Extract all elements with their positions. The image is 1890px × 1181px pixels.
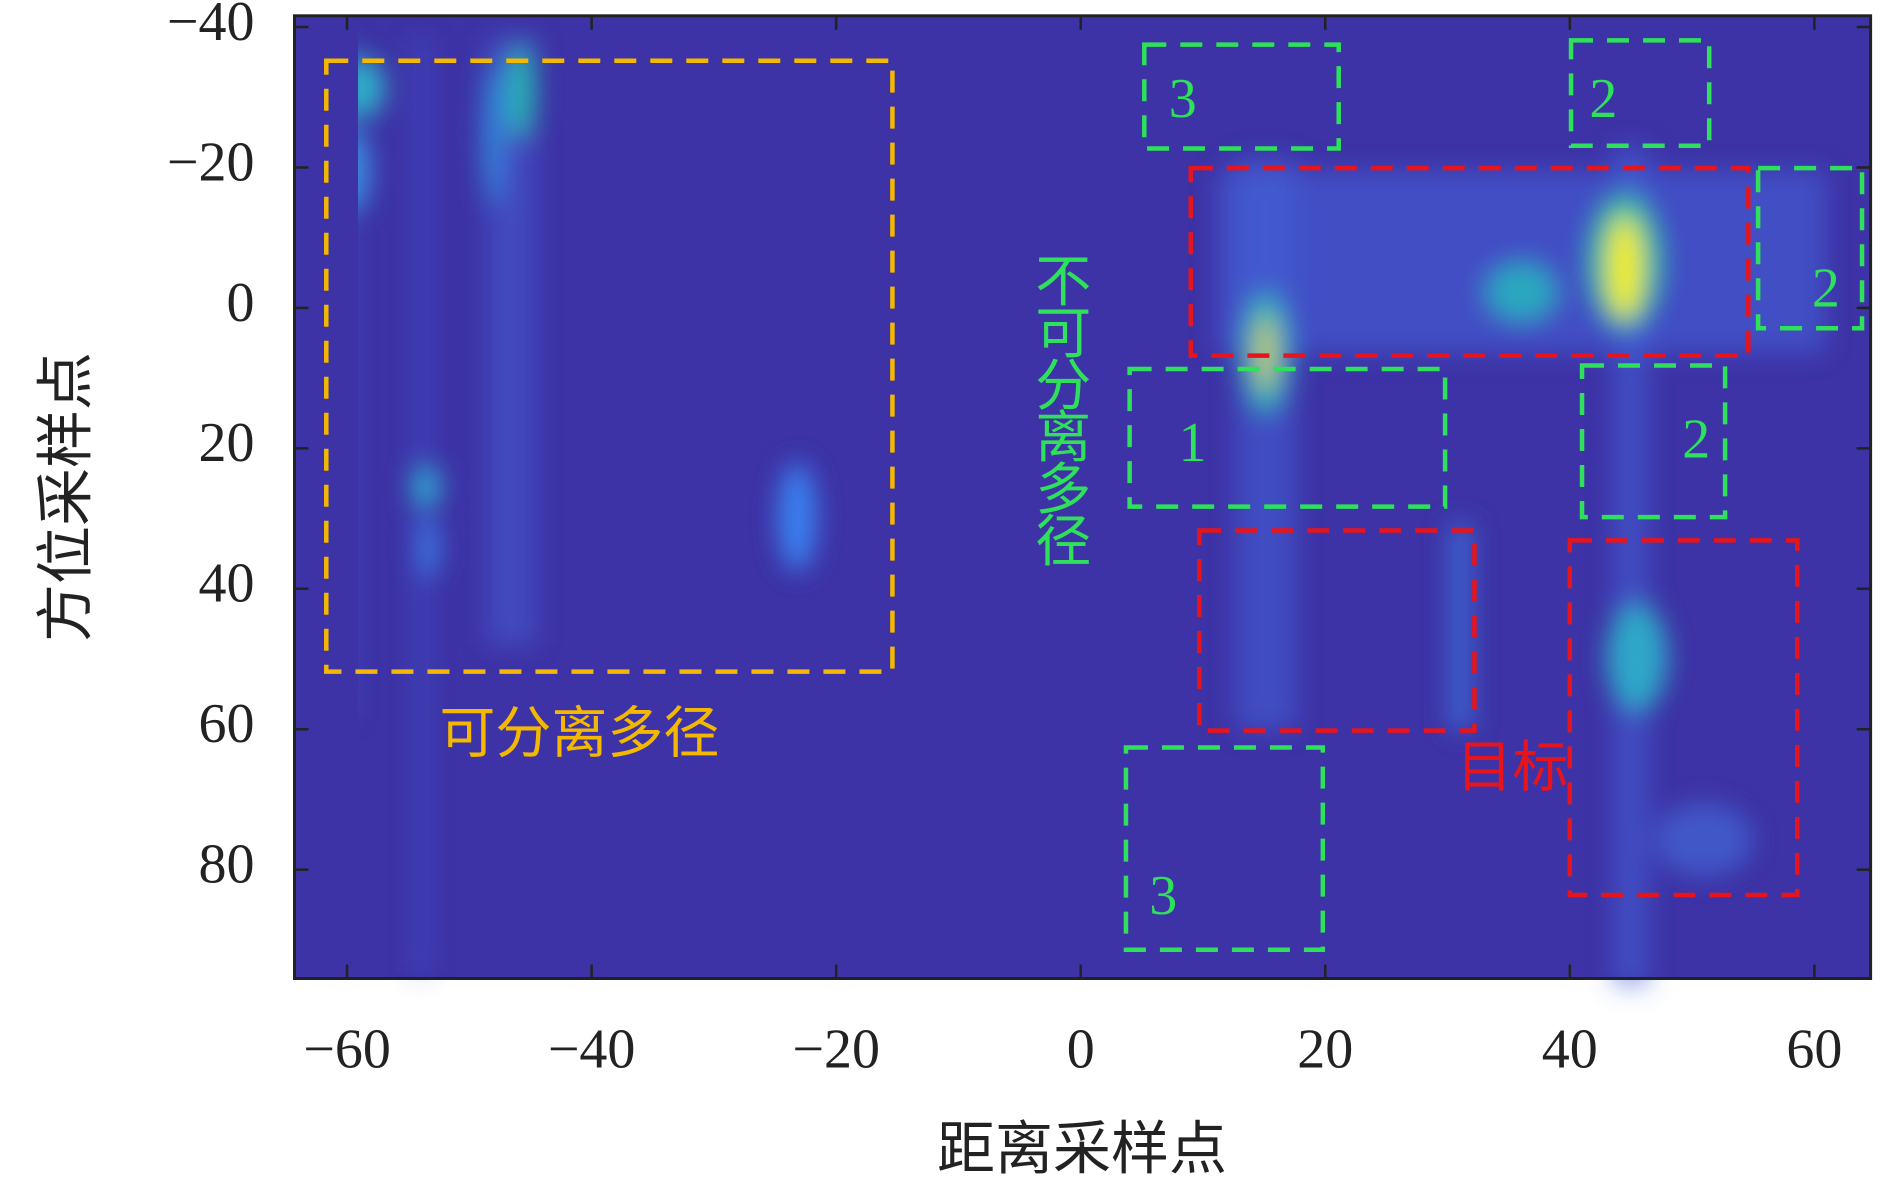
annotation-box: [1755, 165, 1865, 331]
y-tick-label: 0: [227, 272, 255, 334]
annotation-box: [1579, 363, 1728, 520]
annotation-label: 不可分离多径: [1027, 252, 1089, 566]
x-tick-label: 0: [1067, 1018, 1095, 1080]
annotation-label: 1: [1179, 412, 1207, 474]
annotation-label: 目标: [1456, 737, 1568, 799]
x-tick-label: −20: [792, 1018, 880, 1080]
annotation-label: 3: [1149, 865, 1177, 927]
annotation-label: 可分离多径: [439, 704, 719, 766]
y-tick-label: 80: [199, 834, 255, 896]
annotation-box: [1188, 165, 1751, 358]
heatmap-texture: [358, 36, 1826, 986]
x-tick-label: 20: [1297, 1018, 1353, 1080]
y-tick-label: 40: [199, 553, 255, 615]
y-tick-label: 20: [199, 412, 255, 474]
annotation-box: [1142, 42, 1341, 151]
annotation-label: 3: [1169, 68, 1197, 130]
annotation-box: [1567, 538, 1800, 898]
x-tick-label: 40: [1542, 1018, 1598, 1080]
y-tick-label: −20: [167, 131, 255, 193]
plot-frame: [293, 14, 1873, 981]
annotation-label: 2: [1812, 258, 1840, 320]
y-axis-label: 方位采样点: [33, 352, 98, 642]
annotation-box: [1568, 38, 1712, 148]
y-tick-label: −40: [167, 0, 255, 53]
x-tick-label: −60: [303, 1018, 391, 1080]
x-axis-label: 距离采样点: [937, 1116, 1227, 1181]
annotation-box: [1197, 528, 1477, 733]
annotation-box: [324, 58, 895, 674]
annotation-label: 2: [1682, 409, 1710, 471]
annotation-label: 2: [1589, 68, 1617, 130]
annotation-box: [1127, 366, 1448, 509]
annotation-box: [1123, 745, 1326, 952]
y-tick-label: 60: [199, 693, 255, 755]
x-tick-label: 60: [1786, 1018, 1842, 1080]
x-tick-label: −40: [548, 1018, 636, 1080]
